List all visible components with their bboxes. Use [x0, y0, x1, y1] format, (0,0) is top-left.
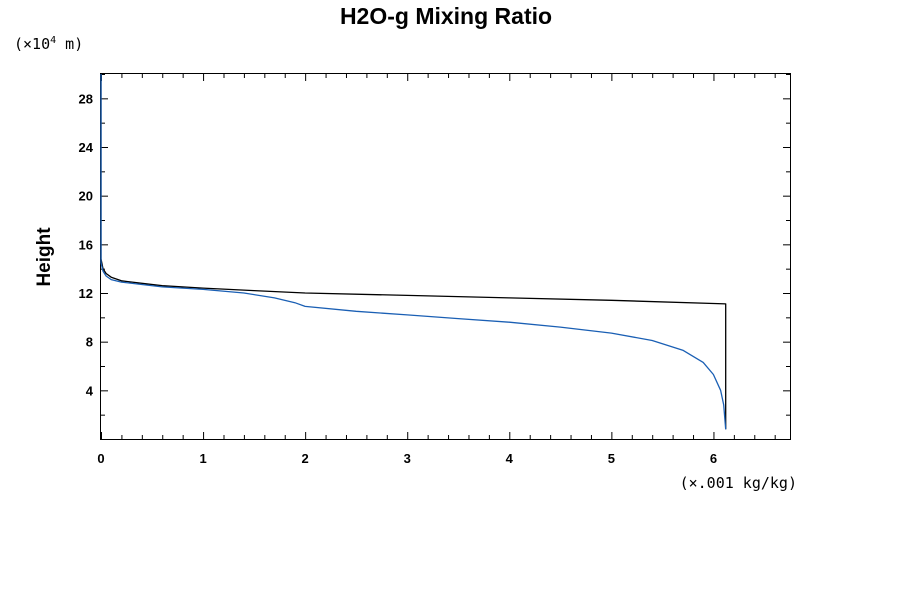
- x-tick-label: 0: [97, 451, 104, 466]
- x-tick-label: 3: [404, 451, 411, 466]
- plot-frame: [100, 73, 791, 440]
- y-axis-label: Height: [34, 227, 55, 287]
- axis-ticks: [101, 74, 790, 439]
- y-tick-label: 4: [86, 383, 94, 398]
- series-line-1: [100, 74, 727, 430]
- x-tick-label: 6: [710, 451, 717, 466]
- x-tick-label: 5: [608, 451, 615, 466]
- y-tick-label: 20: [79, 189, 93, 204]
- x-tick-label: 2: [302, 451, 309, 466]
- y-tick-label: 24: [79, 140, 94, 155]
- y-unit-label: (×104 m): [14, 35, 83, 53]
- y-tick-label: 12: [79, 286, 93, 301]
- x-tick-label: 1: [199, 451, 206, 466]
- y-tick-label: 8: [86, 335, 93, 350]
- y-tick-label: 28: [79, 91, 93, 106]
- x-unit-label: (×.001 kg/kg): [680, 474, 797, 492]
- series-group: [100, 74, 727, 430]
- series-line-2: [100, 74, 727, 430]
- x-tick-label: 4: [506, 451, 514, 466]
- chart-title: H2O-g Mixing Ratio: [340, 3, 552, 29]
- y-tick-label: 16: [79, 237, 93, 252]
